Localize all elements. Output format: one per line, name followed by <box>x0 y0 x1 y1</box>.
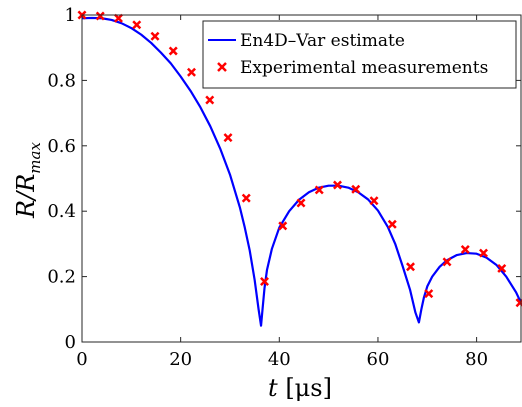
data-point <box>187 67 196 77</box>
legend-label-measurements: Experimental measurements <box>240 58 488 78</box>
data-point <box>205 95 215 105</box>
data-point <box>260 277 269 286</box>
y-tick-label: 0.8 <box>47 70 76 91</box>
legend-box <box>202 20 517 89</box>
y-axis-label-main: R/R <box>12 174 40 219</box>
x-axis-label-var: t <box>268 374 278 402</box>
legend-label-estimate: En4D–Var estimate <box>240 31 405 51</box>
y-tick-label: 0.4 <box>47 201 76 222</box>
legend: En4D–Var estimate Experimental measureme… <box>202 20 517 89</box>
data-point <box>424 289 434 299</box>
axis-ticks: 0 20 40 60 80 0 0.2 0.4 0.6 0.8 1 <box>47 5 521 370</box>
x-tick-label: 80 <box>465 349 488 370</box>
data-point <box>296 198 306 208</box>
y-tick-label: 0.2 <box>47 267 76 288</box>
plot-marks <box>77 10 522 327</box>
data-point <box>333 180 342 190</box>
data-point <box>515 298 522 308</box>
x-axis-label: t [μs] <box>268 374 332 402</box>
y-tick-label: 0 <box>65 332 76 353</box>
x-tick-label: 60 <box>367 349 390 370</box>
x-tick-label: 0 <box>76 349 87 370</box>
x-tick-label: 40 <box>268 349 291 370</box>
legend-marker-swatch <box>217 62 227 72</box>
data-point <box>132 20 142 30</box>
data-point <box>168 46 178 56</box>
x-tick-label: 20 <box>169 349 192 370</box>
data-point <box>314 185 324 195</box>
data-point <box>460 244 470 254</box>
data-point <box>95 11 105 21</box>
y-axis-label-sub: max <box>26 142 44 174</box>
data-point <box>369 196 379 206</box>
data-point <box>351 184 361 194</box>
data-point <box>150 31 160 41</box>
y-tick-label: 1 <box>65 5 76 26</box>
data-point <box>223 133 233 143</box>
axes-box <box>81 14 522 343</box>
y-axis-label: R/Rmax <box>12 142 44 219</box>
data-point <box>442 257 452 267</box>
data-point <box>114 13 123 23</box>
data-point <box>497 263 507 273</box>
data-point <box>406 262 415 272</box>
y-tick-label: 0.6 <box>47 136 76 157</box>
data-point <box>278 221 288 231</box>
data-point <box>479 248 488 258</box>
data-point <box>387 219 397 229</box>
data-point <box>241 193 251 203</box>
x-axis-label-unit: [μs] <box>278 374 332 402</box>
